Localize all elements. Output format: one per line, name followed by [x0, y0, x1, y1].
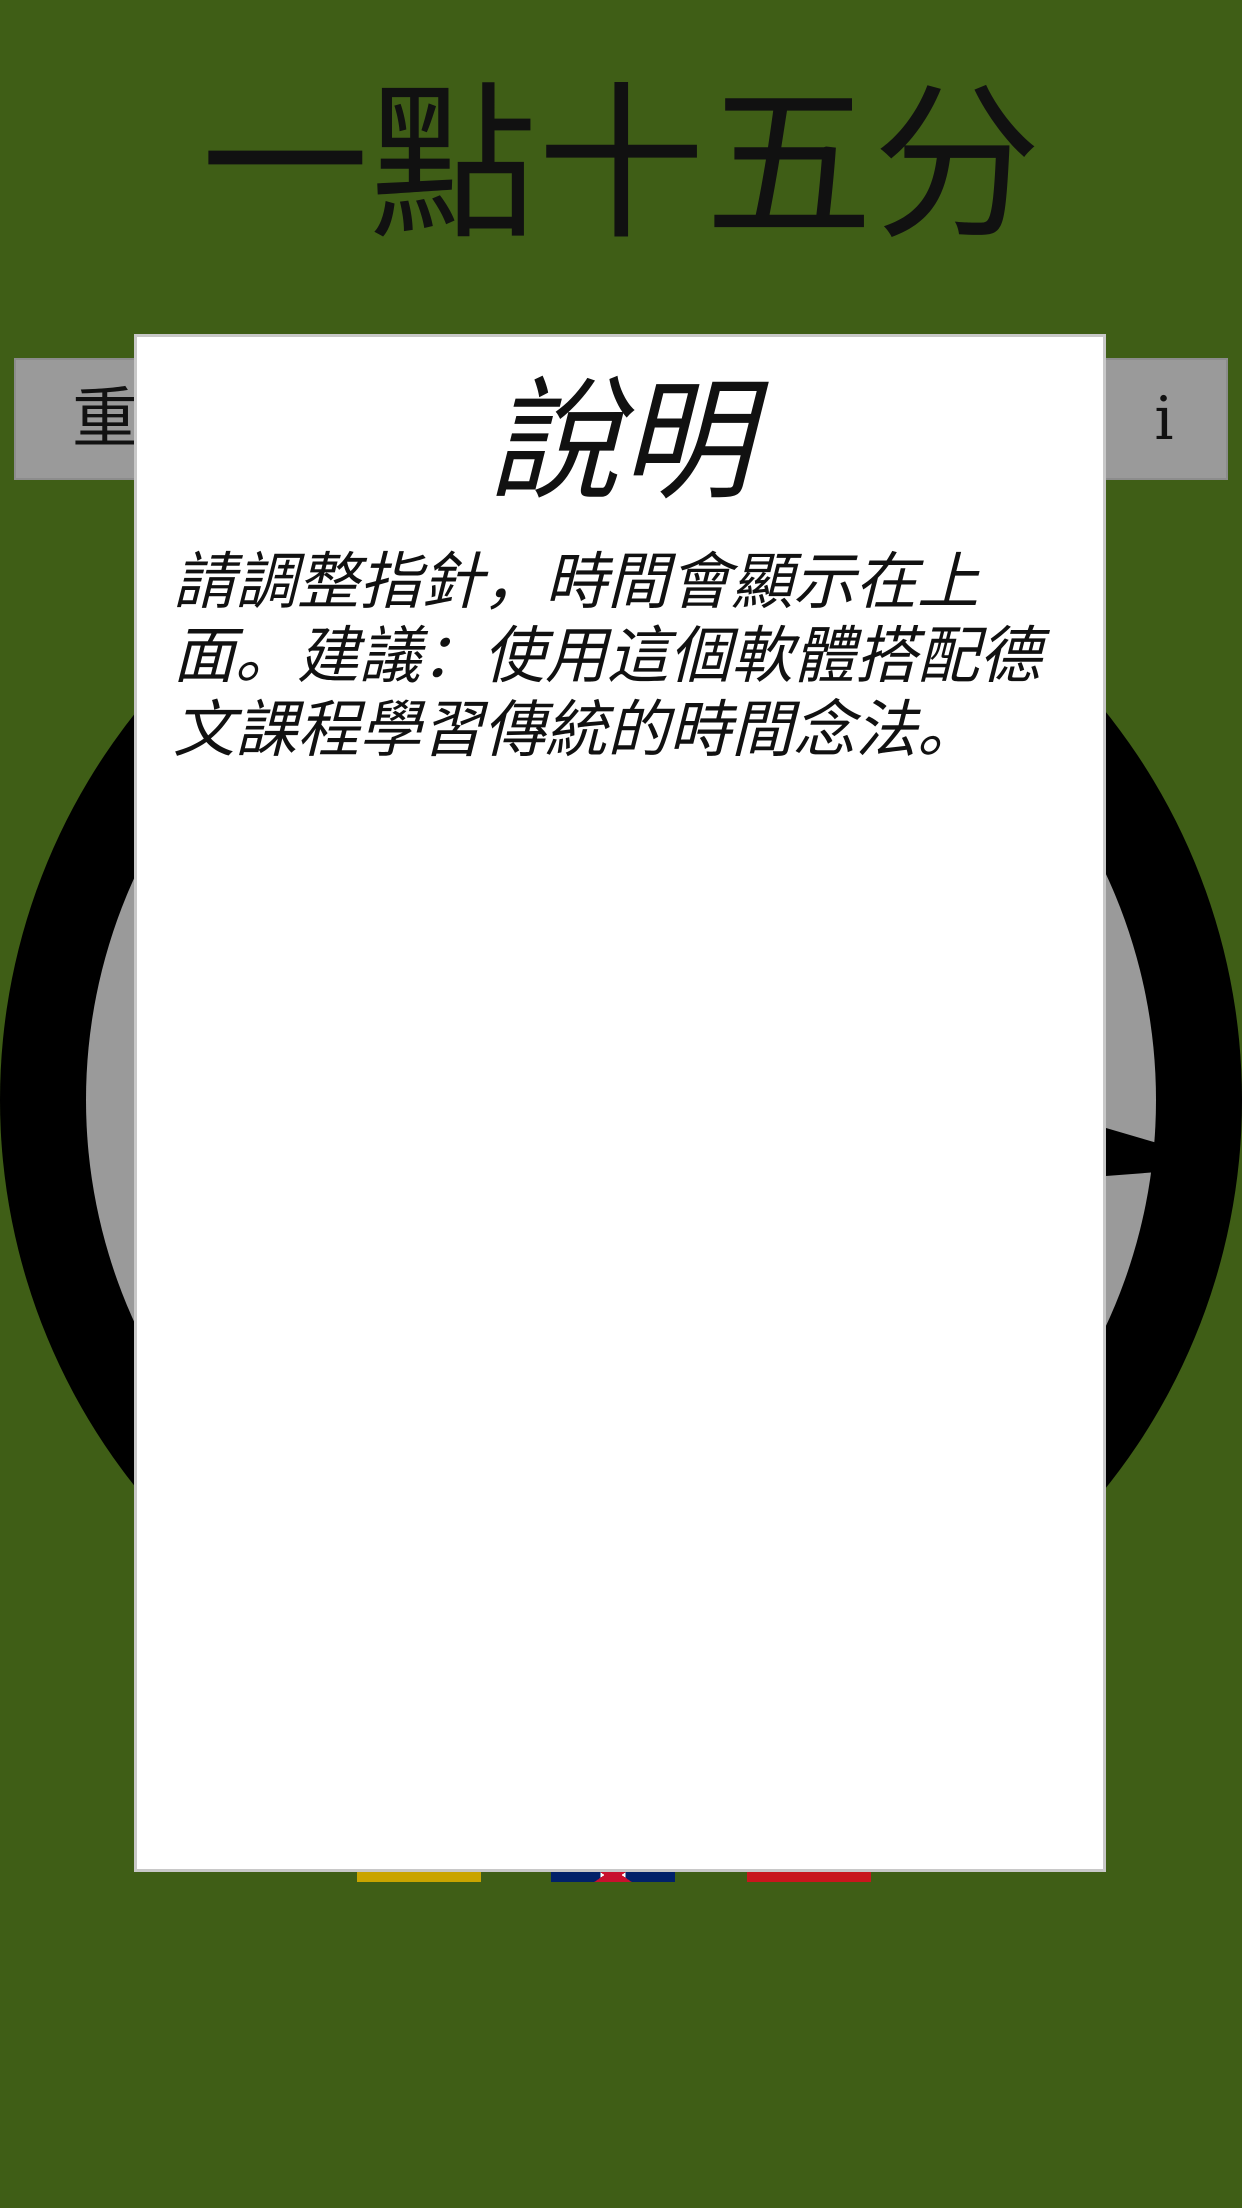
dialog-body: 請調整指針，時間會顯示在上面。建議：使用這個軟體搭配德文課程學習傳統的時間念法。 — [173, 545, 1042, 766]
info-button[interactable]: i — [1100, 358, 1228, 480]
time-display: 一點十五分 — [201, 67, 1041, 263]
minute-hand[interactable] — [1106, 1128, 1236, 1176]
dialog-title: 說明 — [488, 365, 752, 519]
help-dialog[interactable]: 說明 請調整指針，時間會顯示在上面。建議：使用這個軟體搭配德文課程學習傳統的時間… — [134, 334, 1106, 1872]
